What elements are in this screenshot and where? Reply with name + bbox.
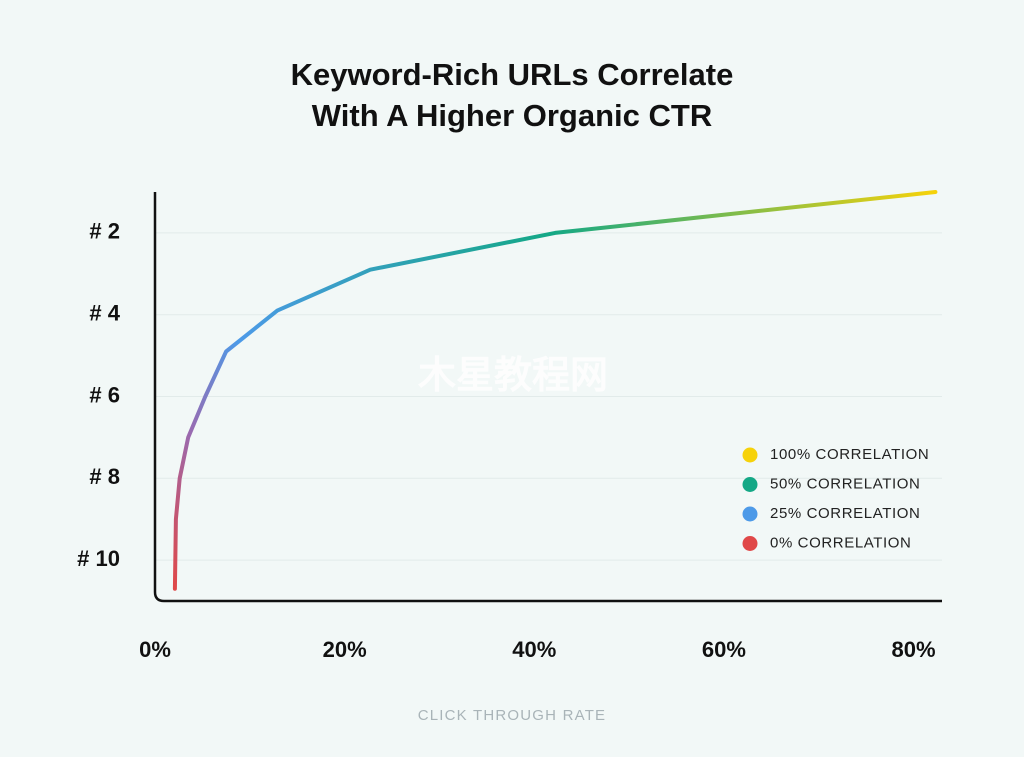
legend-swatch	[742, 477, 758, 492]
legend-label: 0% CORRELATION	[770, 534, 911, 551]
data-line	[172, 190, 938, 591]
watermark: 木星教程网	[418, 355, 608, 397]
legend-label: 100% CORRELATION	[770, 446, 929, 463]
y-tick-label: # 4	[89, 301, 120, 326]
legend-label: 50% CORRELATION	[770, 475, 920, 492]
legend-swatch	[742, 536, 758, 551]
chart-title: With A Higher Organic CTR	[312, 98, 712, 133]
legend-swatch	[742, 447, 758, 463]
x-tick-label: 60%	[702, 637, 746, 662]
x-tick-label: 0%	[139, 637, 171, 662]
x-tick-label: 20%	[323, 637, 367, 662]
x-tick-label: 80%	[892, 637, 936, 662]
x-tick-label: 40%	[512, 637, 556, 662]
y-tick-label: # 10	[77, 546, 120, 571]
y-tick-label: # 6	[89, 382, 120, 407]
legend-label: 25% CORRELATION	[770, 505, 920, 522]
y-tick-label: # 2	[89, 219, 120, 244]
chart-title: Keyword-Rich URLs Correlate	[291, 57, 734, 92]
x-axis-label: CLICK THROUGH RATE	[418, 707, 607, 724]
y-tick-label: # 8	[89, 464, 120, 489]
legend-swatch	[742, 506, 758, 522]
axis	[153, 192, 942, 603]
